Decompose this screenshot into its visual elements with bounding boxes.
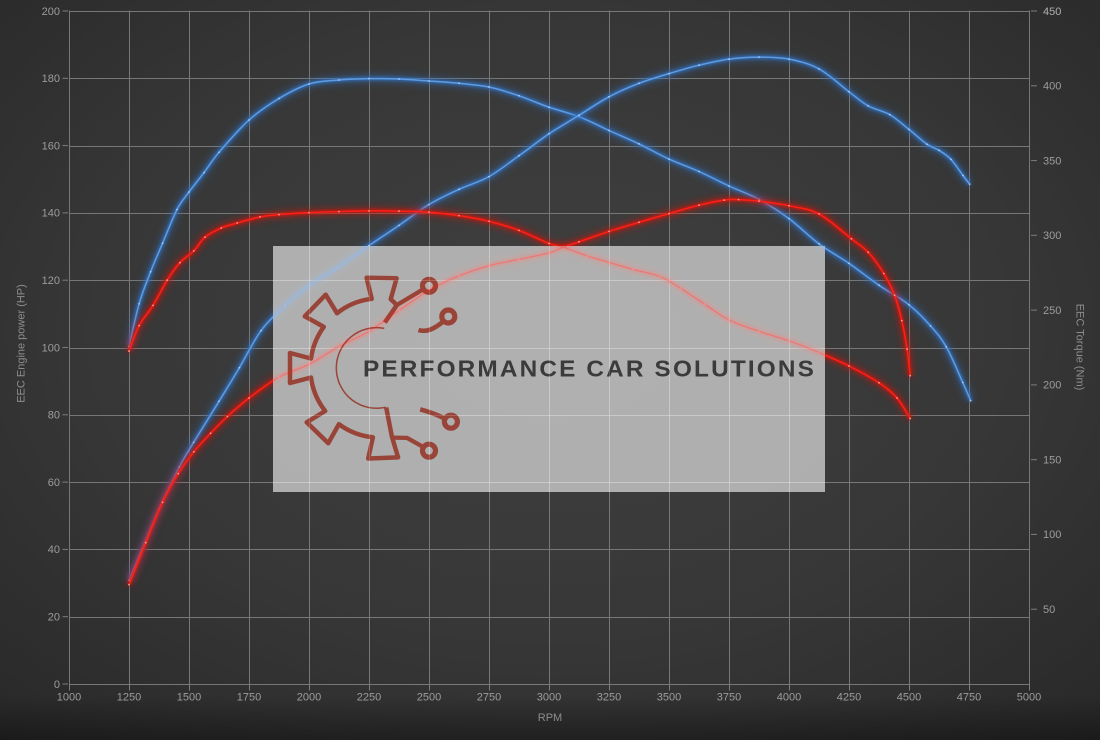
svg-text:100: 100 [1043,529,1061,541]
svg-text:40: 40 [48,544,60,556]
svg-text:100: 100 [42,342,60,354]
svg-text:PERFORMANCE CAR SOLUTIONS: PERFORMANCE CAR SOLUTIONS [363,356,816,382]
svg-text:250: 250 [1043,305,1061,317]
svg-text:350: 350 [1043,155,1061,167]
svg-text:2250: 2250 [357,692,381,704]
svg-text:20: 20 [48,612,60,624]
svg-text:160: 160 [42,140,60,152]
svg-text:5000: 5000 [1017,692,1041,704]
svg-text:300: 300 [1043,230,1061,242]
svg-text:2500: 2500 [417,692,441,704]
svg-text:4750: 4750 [957,692,981,704]
svg-text:RPM: RPM [538,712,562,724]
svg-text:0: 0 [54,679,60,691]
svg-text:4250: 4250 [837,692,861,704]
svg-text:2750: 2750 [477,692,501,704]
svg-text:60: 60 [48,477,60,489]
svg-text:EEC Torque (Nm): EEC Torque (Nm) [1074,304,1086,391]
svg-text:150: 150 [1043,455,1061,467]
svg-text:400: 400 [1043,81,1061,93]
svg-text:140: 140 [42,208,60,220]
svg-text:120: 120 [42,275,60,287]
svg-text:1750: 1750 [237,692,261,704]
svg-text:3250: 3250 [597,692,621,704]
svg-text:2000: 2000 [297,692,321,704]
svg-text:1500: 1500 [177,692,201,704]
svg-text:1000: 1000 [57,692,81,704]
svg-text:200: 200 [42,6,60,18]
svg-text:EEC Engine power (HP): EEC Engine power (HP) [16,284,28,403]
svg-text:1250: 1250 [117,692,141,704]
svg-text:200: 200 [1043,380,1061,392]
svg-text:3000: 3000 [537,692,561,704]
svg-text:4000: 4000 [777,692,801,704]
svg-text:4500: 4500 [897,692,921,704]
svg-text:450: 450 [1043,6,1061,18]
svg-text:50: 50 [1043,604,1055,616]
svg-text:80: 80 [48,410,60,422]
svg-text:3500: 3500 [657,692,681,704]
svg-text:180: 180 [42,73,60,85]
svg-text:450: 450 [1043,6,1061,18]
svg-text:3750: 3750 [717,692,741,704]
